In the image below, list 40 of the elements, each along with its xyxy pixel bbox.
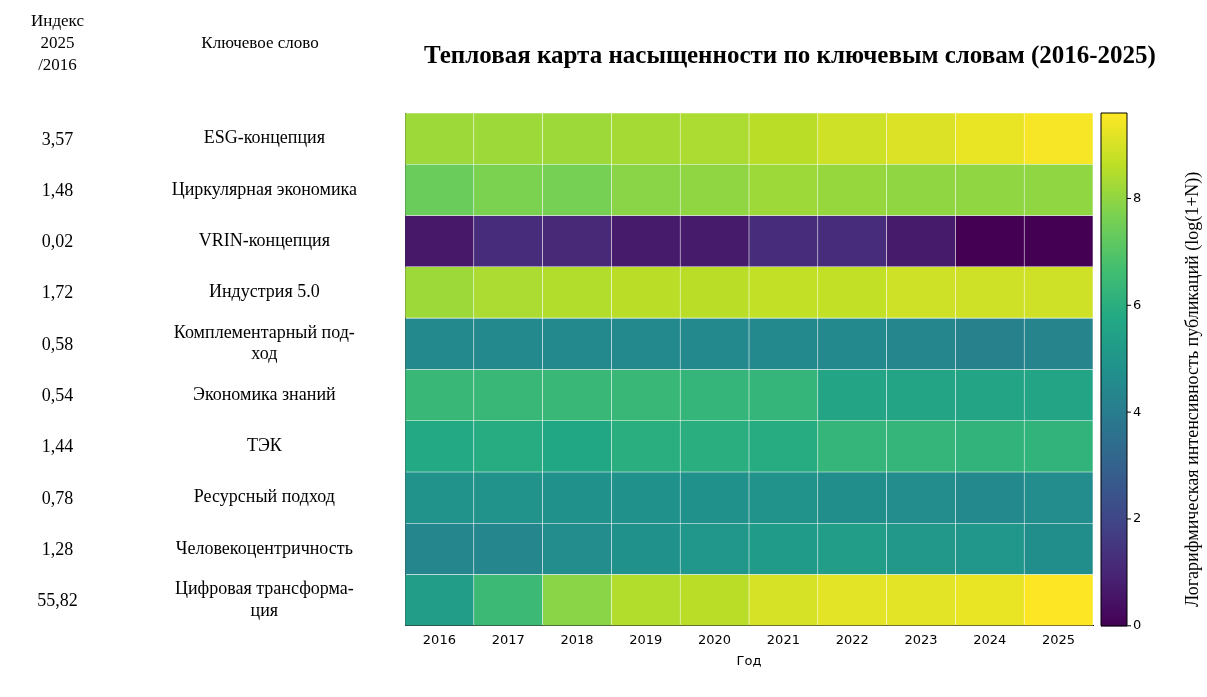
y-tick-label: Циркулярная экономика [171, 178, 358, 199]
x-tick-label: 2023 [904, 631, 938, 647]
x-tick-label: 2025 [1042, 631, 1076, 647]
y2-tick-label: 1,44 [40, 435, 75, 458]
x-tick-label: 2021 [766, 631, 800, 647]
y2-tick-label: 1,72 [40, 281, 75, 304]
color-bar-label: 0 [1133, 617, 1142, 633]
y2-tick-label: 0,78 [40, 486, 75, 509]
y-tick-label: ТЭК [246, 435, 283, 456]
x-tick-label: 2017 [491, 631, 525, 647]
color-bar-label: 8 [1133, 189, 1142, 205]
y-tick-label: VRIN-концепция [198, 229, 330, 250]
y2-tick-label: 1,48 [40, 178, 75, 201]
y-tick-label: Человекоцентричность [175, 537, 353, 558]
color-bar-label: 4 [1133, 403, 1142, 419]
y-tick-label: Индустрия 5.0 [208, 281, 320, 302]
x-tick-label: 2019 [629, 631, 663, 647]
x-tick-label: 2018 [560, 631, 594, 647]
chart-title: Тепловая карта насыщенности по ключевым словам (2016-2025) [423, 41, 1157, 68]
y2-tick-label: 0,54 [40, 384, 75, 407]
y2-tick-label: 3,57 [40, 127, 75, 150]
color-bar-label: 2 [1133, 510, 1142, 526]
y2-tick-label: 55,82 [36, 589, 79, 612]
x-tick-label: 2022 [835, 631, 869, 647]
x-axis-title: Год [736, 652, 762, 668]
color-bar-title: Логарифмическая интенсивность публикаций (log(1+N)) [1181, 171, 1203, 608]
y2-tick-label: 0,02 [40, 230, 75, 253]
text: Ключевое слово [200, 32, 320, 54]
x-tick-label: 2020 [698, 631, 732, 647]
y2-tick-label: 0,58 [40, 332, 75, 355]
color-bar-label: 6 [1133, 296, 1142, 312]
text: Индекс 2025 /2016 [30, 10, 85, 76]
y-tick-label: Ресурсный подход [193, 486, 335, 507]
y-tick-label: Цифровая трансформа- ция [174, 578, 354, 620]
x-tick-label: 2016 [422, 631, 456, 647]
y-tick-label: Комплементарный под- ход [173, 321, 355, 364]
y2-tick-label: 1,28 [40, 537, 75, 560]
y-tick-label: ESG-концепция [203, 127, 325, 148]
x-tick-label: 2024 [973, 631, 1007, 647]
y-tick-label: Экономика знаний [193, 383, 337, 404]
